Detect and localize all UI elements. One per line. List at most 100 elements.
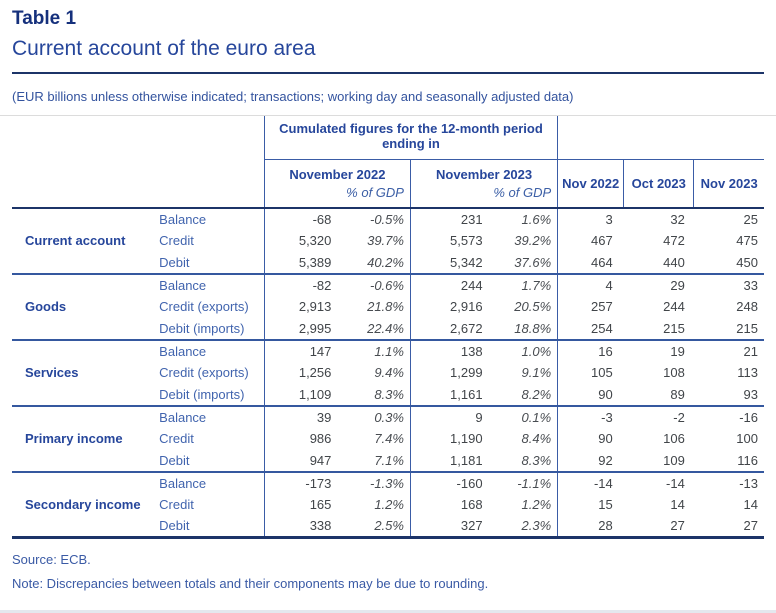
row-label: Credit (exports): [159, 365, 249, 380]
row-label: Balance: [158, 338, 265, 362]
gdp-sublabel: % of GDP: [493, 184, 552, 200]
page-title: Current account of the euro area: [12, 37, 316, 60]
table-row: Services Balance 147 1.1% 138 1.0% 16 19 21: [12, 338, 764, 406]
value-cell: 254: [557, 317, 624, 340]
table-row: Credit (exports) 2,913 21.8% 2,916 20.5% 257 2…: [12, 295, 764, 318]
meta-note: (EUR billions unless otherwise indicated…: [12, 89, 574, 104]
value-cell: 27: [670, 518, 685, 534]
value-cell: 464: [557, 251, 624, 274]
month-column-oct-2023: Oct 2023: [623, 159, 694, 209]
value-cell: 138: [409, 338, 492, 362]
value-cell: 39: [263, 404, 341, 428]
value-cell: 93: [743, 386, 758, 402]
value-cell: 108: [663, 365, 685, 380]
value-cell: -13: [693, 470, 764, 494]
source-text: Source: ECB.: [12, 552, 91, 567]
value-cell: 39.7%: [367, 233, 404, 248]
header-spacer: [12, 159, 265, 209]
period-label: November 2023: [436, 166, 533, 182]
month-header-spacer: [557, 116, 764, 160]
title-divider: [12, 72, 764, 74]
value-cell: 39.2%: [514, 233, 552, 248]
value-cell: 3: [557, 207, 624, 230]
row-label: Debit: [159, 518, 190, 534]
value-cell: 2,672: [409, 317, 492, 340]
table-row: Debit 5,389 40.2% 5,342 37.6% 464 440 450: [12, 251, 764, 274]
value-cell: -14: [623, 470, 694, 494]
value-cell: 1.6%: [521, 211, 552, 227]
value-cell: 472: [663, 233, 685, 248]
table-label: Table 1: [12, 8, 77, 29]
section-label: Secondary income: [12, 470, 159, 538]
section-label: Current account: [25, 233, 126, 248]
value-cell: 9.1%: [521, 365, 552, 380]
table-header: Cumulated figures for the 12-month perio…: [12, 116, 764, 209]
value-cell: -1.1%: [491, 470, 558, 494]
row-label: Credit (exports): [159, 299, 249, 314]
value-cell: 248: [736, 299, 758, 314]
value-cell: 8.3%: [374, 386, 404, 402]
value-cell: 165: [263, 493, 341, 516]
value-cell: 1,181: [409, 449, 492, 472]
value-cell: 106: [663, 431, 685, 446]
period-column-nov-2022: November 2022 % of GDP: [263, 159, 411, 209]
value-cell: 21: [693, 338, 764, 362]
value-cell: 215: [663, 320, 685, 336]
header-spacer: [12, 116, 264, 159]
value-cell: -0.6%: [340, 272, 411, 296]
value-cell: 100: [736, 431, 758, 446]
value-cell: 244: [409, 272, 492, 296]
value-cell: 986: [263, 427, 341, 450]
value-cell: 0.3%: [340, 404, 411, 428]
row-label: Debit: [159, 452, 190, 468]
value-cell: 2,995: [263, 317, 341, 340]
value-cell: 1.0%: [491, 338, 558, 362]
table-row: Secondary income Balance -173 -1.3% -160 -1.1…: [12, 470, 764, 538]
row-label: Credit: [159, 233, 194, 248]
value-cell: 32: [670, 211, 685, 227]
table-row: Credit 986 7.4% 1,190 8.4% 90 106 100: [12, 427, 764, 450]
row-label: Credit: [159, 431, 194, 446]
period-label: November 2022: [289, 166, 386, 182]
value-cell: 33: [693, 272, 764, 296]
value-cell: 18.8%: [514, 320, 552, 336]
bottom-edge-strip: [0, 610, 776, 613]
value-cell: 90: [557, 383, 624, 406]
value-cell: 1,161: [409, 383, 492, 406]
value-cell: 14: [670, 497, 685, 512]
section-label: Primary income: [12, 404, 159, 472]
value-cell: 9.4%: [374, 365, 404, 380]
value-cell: 1.1%: [340, 338, 411, 362]
value-cell: -3: [557, 404, 624, 428]
value-cell: 0.1%: [491, 404, 558, 428]
value-cell: -1.3%: [340, 470, 411, 494]
value-cell: 2.5%: [374, 518, 404, 534]
row-label: Balance: [158, 470, 265, 494]
value-cell: 5,320: [263, 229, 341, 252]
value-cell: 2,913: [263, 295, 341, 318]
value-cell: -160: [409, 470, 492, 494]
value-cell: 1.7%: [491, 272, 558, 296]
table-row: Credit 5,320 39.7% 5,573 39.2% 467 472 475: [12, 229, 764, 252]
value-cell: -2: [623, 404, 694, 428]
value-cell: 231: [409, 207, 492, 230]
value-cell: 327: [409, 515, 492, 538]
month-column-nov-2023: Nov 2023: [693, 159, 764, 209]
value-cell: 90: [557, 427, 624, 450]
row-label: Debit (imports): [159, 386, 245, 402]
gdp-sublabel: % of GDP: [346, 184, 404, 200]
table-row: Credit (exports) 1,256 9.4% 1,299 9.1% 105 108…: [12, 361, 764, 384]
value-cell: -82: [263, 272, 341, 296]
table-row: Debit 338 2.5% 327 2.3% 28 27 27: [12, 515, 764, 538]
note-text: Note: Discrepancies between totals and t…: [12, 576, 489, 591]
value-cell: 37.6%: [514, 254, 552, 270]
value-cell: 25: [743, 211, 758, 227]
current-account-table: Cumulated figures for the 12-month perio…: [12, 116, 764, 539]
value-cell: 257: [557, 295, 624, 318]
value-cell: -14: [557, 470, 624, 494]
value-cell: 27: [743, 518, 758, 534]
table-row: Debit 947 7.1% 1,181 8.3% 92 109 116: [12, 449, 764, 472]
value-cell: 28: [557, 515, 624, 538]
table-row: Debit (imports) 1,109 8.3% 1,161 8.2% 90 89 93: [12, 383, 764, 406]
value-cell: 116: [737, 452, 758, 468]
